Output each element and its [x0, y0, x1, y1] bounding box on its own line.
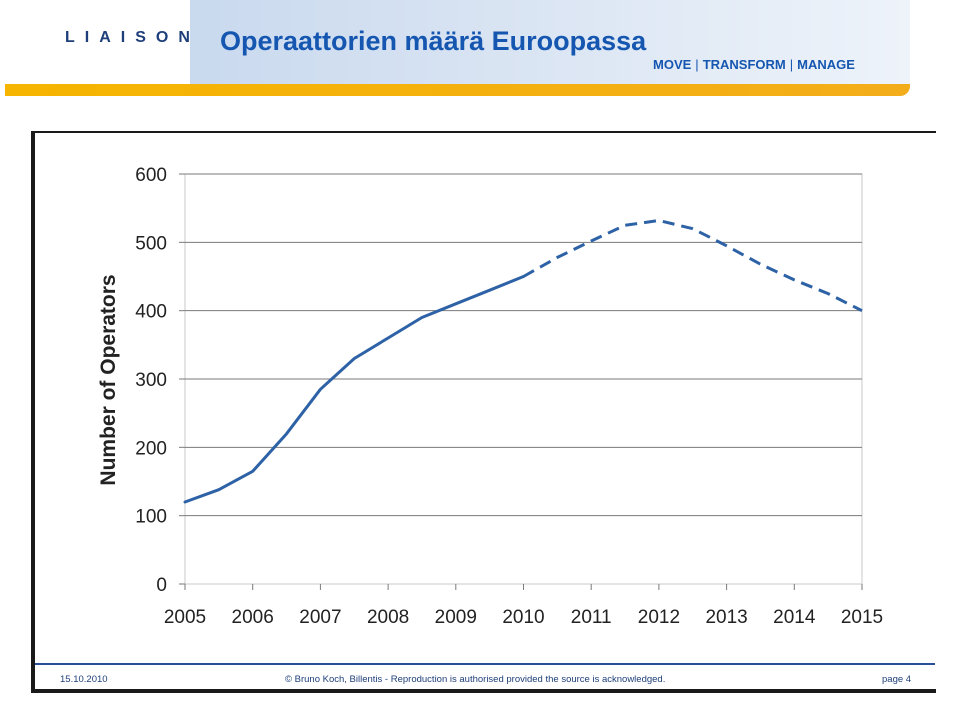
tagline: MOVE | TRANSFORM | MANAGE — [653, 57, 855, 72]
y-tick-label: 200 — [135, 438, 167, 459]
x-tick-label: 2011 — [571, 607, 612, 628]
logo-area: LIAISON® — [5, 0, 205, 84]
x-tick-label: 2009 — [435, 607, 477, 628]
tagline-transform: TRANSFORM — [702, 57, 786, 72]
orange-band — [5, 84, 910, 96]
footer-credit: © Bruno Koch, Billentis - Reproduction i… — [285, 674, 666, 685]
x-tick-label: 2013 — [705, 607, 747, 628]
y-tick-label: 100 — [135, 507, 167, 528]
x-tick-label: 2014 — [773, 607, 816, 628]
x-tick-label: 2015 — [841, 607, 883, 628]
slide-header: LIAISON® Operaattorien määrä Euroopassa … — [0, 0, 960, 98]
x-tick-label: 2008 — [367, 607, 409, 628]
footer-date: 15.10.2010 — [60, 674, 108, 685]
tagline-manage: MANAGE — [797, 57, 855, 72]
y-tick-label: 600 — [135, 165, 167, 186]
y-axis-label: Number of Operators — [97, 274, 120, 485]
tagline-separator: | — [695, 57, 699, 72]
forecast-line — [522, 219, 863, 313]
x-tick-label: 2007 — [299, 607, 341, 628]
actual-line — [183, 275, 525, 504]
x-tick-label: 2006 — [232, 607, 274, 628]
chart-frame — [31, 131, 936, 693]
tagline-move: MOVE — [653, 57, 692, 72]
x-tick-label: 2010 — [502, 607, 544, 628]
y-tick-label: 400 — [135, 302, 167, 323]
y-tick-label: 0 — [156, 575, 167, 596]
x-tick-label: 2012 — [638, 607, 680, 628]
tagline-separator: | — [789, 57, 794, 72]
title-band — [190, 0, 910, 84]
page-title: Operaattorien määrä Euroopassa — [220, 26, 647, 56]
x-tick-label: 2005 — [164, 607, 206, 628]
footer-divider — [35, 663, 935, 665]
page-number: page 4 — [882, 674, 912, 685]
y-tick-label: 500 — [135, 233, 167, 254]
y-tick-label: 300 — [135, 370, 167, 391]
